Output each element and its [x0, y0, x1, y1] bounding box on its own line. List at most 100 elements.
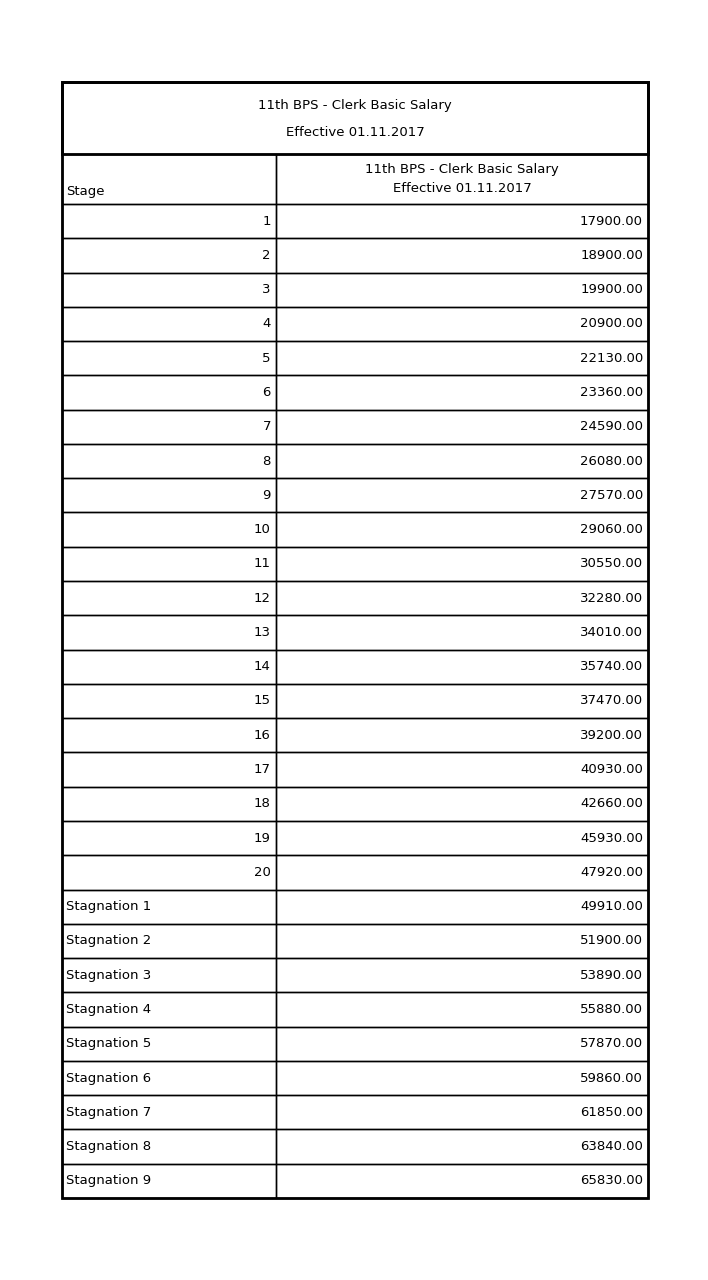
Text: Stagnation 9: Stagnation 9 [66, 1174, 151, 1188]
Bar [62, 753, 276, 787]
Bar [276, 444, 648, 479]
Text: Stagnation 3: Stagnation 3 [66, 969, 152, 982]
Text: 55880.00: 55880.00 [580, 1004, 643, 1016]
Text: 34010.00: 34010.00 [580, 626, 643, 639]
Text: 61850.00: 61850.00 [580, 1106, 643, 1119]
Text: 23360.00: 23360.00 [580, 387, 643, 399]
Bar [276, 820, 648, 855]
Bar [276, 753, 648, 787]
Bar [276, 375, 648, 410]
Bar [62, 375, 276, 410]
Text: 2: 2 [263, 248, 271, 262]
Text: 40930.00: 40930.00 [580, 763, 643, 776]
Text: 32280.00: 32280.00 [580, 591, 643, 604]
Text: 20900.00: 20900.00 [580, 317, 643, 330]
Bar [276, 154, 648, 204]
Bar [276, 718, 648, 753]
Bar [62, 957, 276, 992]
Bar [276, 890, 648, 924]
Bar [62, 154, 276, 204]
Text: 17: 17 [254, 763, 271, 776]
Text: 12: 12 [254, 591, 271, 604]
Bar [276, 581, 648, 616]
Text: 7: 7 [263, 420, 271, 434]
Bar [276, 307, 648, 340]
Bar [276, 1164, 648, 1198]
Text: Stagnation 8: Stagnation 8 [66, 1140, 151, 1153]
Text: Stagnation 6: Stagnation 6 [66, 1071, 151, 1084]
Bar [62, 307, 276, 340]
Text: 19900.00: 19900.00 [580, 283, 643, 296]
Bar [276, 1061, 648, 1096]
Bar [62, 273, 276, 307]
Bar [276, 547, 648, 581]
Text: Stage: Stage [66, 186, 105, 198]
Bar [62, 82, 648, 1198]
Text: 8: 8 [263, 454, 271, 467]
Text: 49910.00: 49910.00 [580, 900, 643, 913]
Bar [276, 340, 648, 375]
Bar [62, 82, 648, 154]
Text: 27570.00: 27570.00 [580, 489, 643, 502]
Text: Stagnation 1: Stagnation 1 [66, 900, 152, 913]
Text: 9: 9 [263, 489, 271, 502]
Text: 11th BPS - Clerk Basic Salary: 11th BPS - Clerk Basic Salary [365, 163, 559, 175]
Bar [276, 787, 648, 820]
Bar [276, 512, 648, 547]
Bar [276, 1129, 648, 1164]
Bar [62, 855, 276, 890]
Text: 26080.00: 26080.00 [580, 454, 643, 467]
Text: 24590.00: 24590.00 [580, 420, 643, 434]
Text: 63840.00: 63840.00 [580, 1140, 643, 1153]
Bar [62, 410, 276, 444]
Text: 19: 19 [254, 832, 271, 845]
Bar [276, 273, 648, 307]
Bar [62, 512, 276, 547]
Bar [276, 649, 648, 684]
Text: Effective 01.11.2017: Effective 01.11.2017 [392, 182, 531, 195]
Text: 1: 1 [263, 215, 271, 228]
Text: 47920.00: 47920.00 [580, 865, 643, 879]
Bar [62, 479, 276, 512]
Bar [276, 855, 648, 890]
Text: 29060.00: 29060.00 [580, 524, 643, 536]
Bar [62, 238, 276, 273]
Text: 13: 13 [254, 626, 271, 639]
Text: 37470.00: 37470.00 [580, 695, 643, 708]
Bar [62, 547, 276, 581]
Text: 57870.00: 57870.00 [580, 1037, 643, 1051]
Text: 42660.00: 42660.00 [580, 797, 643, 810]
Text: 10: 10 [254, 524, 271, 536]
Bar [62, 444, 276, 479]
Text: 6: 6 [263, 387, 271, 399]
Bar [62, 924, 276, 957]
Text: 51900.00: 51900.00 [580, 934, 643, 947]
Bar [62, 340, 276, 375]
Text: 16: 16 [254, 728, 271, 742]
Bar [62, 1096, 276, 1129]
Text: Stagnation 2: Stagnation 2 [66, 934, 152, 947]
Text: Effective 01.11.2017: Effective 01.11.2017 [285, 125, 424, 140]
Bar [62, 204, 276, 238]
Bar [62, 787, 276, 820]
Bar [62, 1061, 276, 1096]
Bar [62, 820, 276, 855]
Text: 18900.00: 18900.00 [580, 248, 643, 262]
Text: 39200.00: 39200.00 [580, 728, 643, 742]
Text: 15: 15 [254, 695, 271, 708]
Text: 59860.00: 59860.00 [580, 1071, 643, 1084]
Text: Stagnation 4: Stagnation 4 [66, 1004, 151, 1016]
Bar [62, 581, 276, 616]
Text: 53890.00: 53890.00 [580, 969, 643, 982]
Text: 11: 11 [254, 557, 271, 571]
Bar [62, 1027, 276, 1061]
Bar [276, 479, 648, 512]
Bar [62, 684, 276, 718]
Text: 20: 20 [254, 865, 271, 879]
Bar [276, 1096, 648, 1129]
Bar [276, 992, 648, 1027]
Bar [62, 992, 276, 1027]
Text: 5: 5 [263, 352, 271, 365]
Bar [276, 684, 648, 718]
Bar [62, 649, 276, 684]
